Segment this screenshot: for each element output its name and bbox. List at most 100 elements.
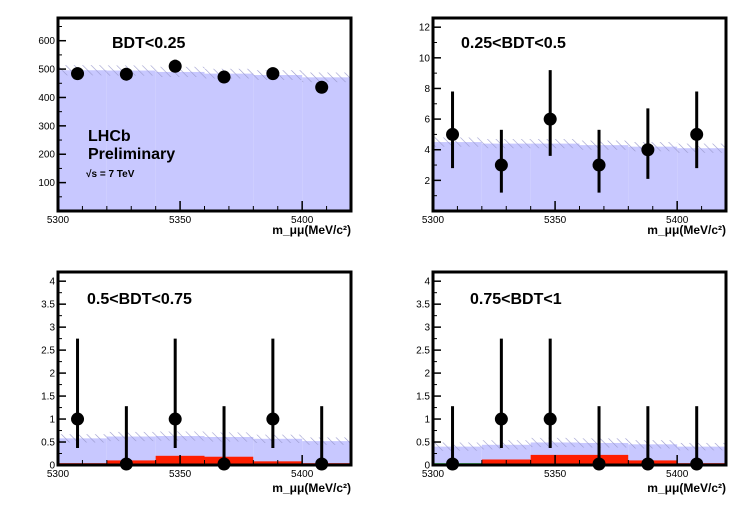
panel-bdt-0.75-1: 5300 5350 5400 0 0.5 1 1.5 2 2.5 3 3.5 4 0.75<BDT<1… bbox=[416, 270, 728, 495]
y-tick-label: 6 bbox=[424, 115, 430, 126]
expected-background-bar bbox=[253, 75, 303, 212]
expected-background-bar bbox=[433, 142, 482, 211]
data-point bbox=[266, 67, 280, 81]
data-point bbox=[217, 70, 231, 84]
data-point bbox=[592, 158, 606, 172]
y-tick-label: 3 bbox=[49, 323, 55, 334]
data-point bbox=[641, 143, 655, 157]
expected-background-bar bbox=[106, 70, 156, 211]
y-tick-label: 4 bbox=[49, 277, 55, 288]
y-tick-label: 4 bbox=[424, 145, 430, 156]
y-tick-label: 400 bbox=[38, 93, 55, 104]
y-tick-label: 12 bbox=[419, 23, 431, 34]
uncertainty-hatch bbox=[677, 442, 726, 451]
x-axis-title: m_μμ(MeV/c²) bbox=[272, 223, 351, 237]
uncertainty-hatch bbox=[204, 432, 254, 442]
x-tick-label: 5300 bbox=[47, 469, 70, 480]
lhcb-label: LHCb bbox=[88, 128, 131, 145]
y-tick-label: 1.5 bbox=[416, 392, 430, 403]
y-tick-label: 2 bbox=[424, 369, 430, 380]
data-point bbox=[71, 67, 85, 81]
y-tick-label: 600 bbox=[38, 36, 55, 47]
y-tick-label: 2 bbox=[49, 369, 55, 380]
y-tick-label: 4 bbox=[424, 277, 430, 288]
expected-background-bar bbox=[579, 145, 629, 211]
uncertainty-hatch bbox=[106, 431, 156, 442]
y-tick-label: 3.5 bbox=[416, 300, 430, 311]
x-tick-label: 5300 bbox=[47, 215, 70, 226]
data-point bbox=[266, 412, 280, 426]
x-tick-label: 5400 bbox=[666, 469, 689, 480]
y-tick-label: 3.5 bbox=[41, 300, 55, 311]
panel-title: BDT<0.25 bbox=[112, 35, 185, 52]
y-tick-label: 100 bbox=[38, 178, 55, 189]
expected-background-bar bbox=[302, 441, 351, 465]
uncertainty-hatch bbox=[302, 72, 351, 83]
expected-background-bar bbox=[677, 148, 726, 211]
data-point bbox=[71, 412, 85, 426]
y-tick-label: 3 bbox=[424, 323, 430, 334]
x-axis-title: m_μμ(MeV/c²) bbox=[647, 223, 726, 237]
data-point bbox=[168, 412, 182, 426]
x-tick-label: 5300 bbox=[422, 215, 445, 226]
x-tick-label: 5350 bbox=[544, 469, 567, 480]
data-point bbox=[543, 412, 557, 426]
data-point bbox=[168, 59, 182, 73]
expected-background-bar bbox=[155, 71, 205, 211]
x-tick-label: 5400 bbox=[291, 215, 314, 226]
uncertainty-hatch bbox=[302, 437, 351, 445]
y-tick-label: 200 bbox=[38, 150, 55, 161]
uncertainty-hatch bbox=[579, 438, 629, 448]
uncertainty-hatch bbox=[481, 440, 531, 450]
uncertainty-hatch bbox=[155, 66, 205, 78]
expected-background-bar bbox=[530, 143, 580, 211]
x-tick-label: 5350 bbox=[169, 215, 192, 226]
data-point bbox=[690, 127, 704, 141]
uncertainty-hatch bbox=[481, 139, 531, 149]
expected-background-bar bbox=[433, 446, 482, 465]
data-point bbox=[494, 412, 508, 426]
uncertainty-hatch bbox=[530, 437, 580, 448]
y-tick-label: 0.5 bbox=[41, 438, 55, 449]
y-tick-label: 0.5 bbox=[416, 438, 430, 449]
y-tick-label: 10 bbox=[419, 53, 431, 64]
x-axis-title: m_μμ(MeV/c²) bbox=[272, 481, 351, 495]
uncertainty-hatch bbox=[628, 440, 678, 449]
y-tick-label: 2 bbox=[424, 176, 430, 187]
expected-background-bar bbox=[628, 146, 678, 211]
data-point bbox=[543, 112, 557, 126]
x-axis-title: m_μμ(MeV/c²) bbox=[647, 481, 726, 495]
y-tick-label: 1 bbox=[49, 415, 55, 426]
data-point bbox=[119, 67, 133, 81]
x-tick-label: 5350 bbox=[544, 215, 567, 226]
x-tick-label: 5400 bbox=[291, 469, 314, 480]
y-tick-label: 1 bbox=[424, 415, 430, 426]
y-tick-label: 2.5 bbox=[416, 346, 430, 357]
energy-label: √s = 7 TeV bbox=[86, 169, 135, 180]
y-tick-label: 300 bbox=[38, 121, 55, 132]
panel-title: 0.5<BDT<0.75 bbox=[87, 291, 192, 308]
x-tick-label: 5400 bbox=[666, 215, 689, 226]
expected-background-bar bbox=[58, 70, 107, 211]
uncertainty-hatch bbox=[433, 137, 482, 147]
y-tick-label: 1.5 bbox=[41, 392, 55, 403]
preliminary-label: Preliminary bbox=[88, 146, 175, 163]
y-tick-label: 0 bbox=[49, 461, 55, 472]
y-tick-label: 8 bbox=[424, 84, 430, 95]
expected-background-bar bbox=[302, 77, 351, 211]
x-tick-label: 5350 bbox=[169, 469, 192, 480]
data-point bbox=[494, 158, 508, 172]
panel-title: 0.75<BDT<1 bbox=[470, 291, 562, 308]
uncertainty-hatch bbox=[58, 434, 107, 443]
expected-background-bar bbox=[204, 73, 254, 211]
uncertainty-hatch bbox=[677, 143, 726, 153]
uncertainty-hatch bbox=[155, 431, 205, 441]
panel-title: 0.25<BDT<0.5 bbox=[461, 35, 566, 52]
expected-background-bar bbox=[628, 444, 678, 465]
panel-bdt-0.5-0.75: 5300 5350 5400 0 0.5 1 1.5 2 2.5 3 3.5 4 0.5<BDT<0.… bbox=[41, 270, 353, 495]
data-point bbox=[315, 80, 329, 94]
y-tick-label: 2.5 bbox=[41, 346, 55, 357]
y-tick-label: 0 bbox=[424, 461, 430, 472]
